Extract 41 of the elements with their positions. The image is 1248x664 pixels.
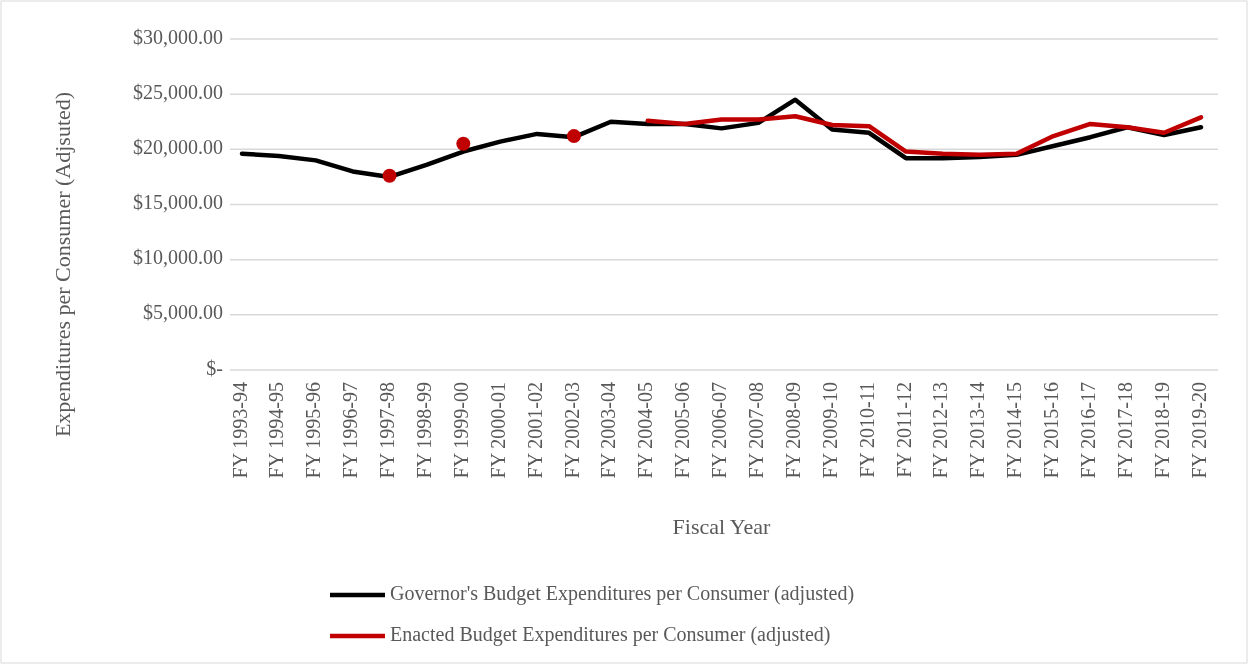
legend-label: Governor's Budget Expenditures per Consumer (adjusted) — [390, 581, 855, 605]
x-tick-label: FY 2016-17 — [1076, 382, 1099, 479]
x-tick-label: FY 1998-99 — [413, 382, 436, 479]
x-tick-label: FY 2004-05 — [634, 382, 657, 479]
x-tick-label: FY 2005-06 — [671, 382, 694, 479]
x-tick-label: FY 2000-01 — [486, 382, 509, 479]
x-tick-label: FY 2013-14 — [966, 382, 989, 479]
x-tick-label: FY 1997-98 — [376, 382, 399, 479]
y-tick-label: $20,000.00 — [133, 135, 223, 158]
point — [566, 129, 581, 144]
x-tick-label: FY 2003-04 — [597, 382, 620, 479]
x-tick-label: FY 2001-02 — [523, 382, 546, 479]
x-tick-label: FY 2014-15 — [1003, 382, 1026, 479]
legend-label: Enacted Budget Expenditures per Consumer (adjusted) — [390, 622, 831, 646]
x-tick-label: FY 2006-07 — [708, 382, 731, 479]
y-tick-label: $5,000.00 — [143, 301, 223, 324]
x-tick-label: FY 2007-08 — [744, 382, 767, 479]
x-tick-label: FY 1999-00 — [449, 382, 472, 479]
x-tick-label: FY 2019-20 — [1187, 382, 1210, 479]
x-tick-label: FY 2015-16 — [1040, 382, 1063, 479]
x-tick-label: FY 2010-11 — [855, 382, 878, 478]
x-tick-label: FY 2018-19 — [1150, 382, 1173, 479]
x-tick-label: FY 2009-10 — [818, 382, 841, 479]
y-tick-label: $25,000.00 — [133, 80, 223, 103]
point — [382, 168, 397, 183]
y-tick-label: $- — [206, 356, 223, 379]
y-axis-title: Expenditures per Consumer (Adjsuted) — [50, 91, 75, 438]
y-tick-label: $10,000.00 — [133, 246, 223, 269]
x-tick-label: FY 1995-96 — [302, 382, 325, 479]
point — [456, 136, 471, 151]
x-tick-label: FY 2011-12 — [892, 382, 915, 478]
y-tick-label: $15,000.00 — [133, 191, 223, 214]
x-tick-label: FY 2017-18 — [1113, 382, 1136, 479]
x-tick-label: FY 1994-95 — [265, 382, 288, 479]
x-axis-title: Fiscal Year — [672, 514, 772, 539]
x-tick-label: FY 2012-13 — [929, 382, 952, 479]
y-tick-label: $30,000.00 — [133, 25, 223, 48]
x-tick-label: FY 2008-09 — [781, 382, 804, 479]
x-tick-label: FY 1993-94 — [228, 382, 251, 479]
x-tick-label: FY 2002-03 — [560, 382, 583, 479]
x-tick-label: FY 1996-97 — [339, 382, 362, 479]
